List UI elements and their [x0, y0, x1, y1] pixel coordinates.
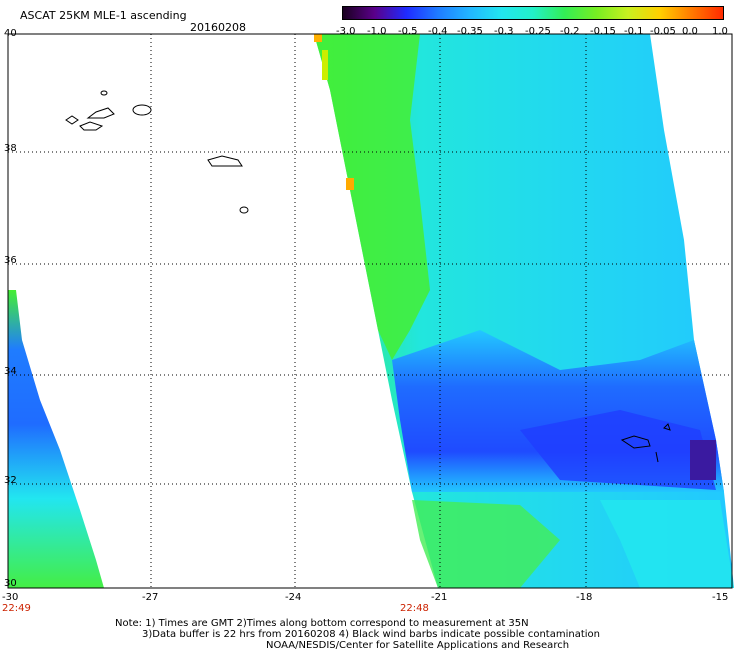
colorbar-label: -0.1: [624, 26, 644, 37]
map-date: 20160208: [190, 21, 246, 34]
colorbar-label: 1.0: [712, 26, 728, 37]
lat-label: 30: [4, 578, 17, 589]
lon-label: -24: [285, 592, 302, 603]
lon-label: -15: [712, 592, 729, 603]
lat-label: 36: [4, 255, 17, 266]
lon-label: -27: [142, 592, 159, 603]
plot-frame: [7, 33, 733, 589]
lon-label: -30: [2, 592, 19, 603]
swath-right: [314, 34, 734, 588]
colorbar-label: -0.25: [525, 26, 551, 37]
lat-label: 34: [4, 366, 17, 377]
lat-label: 38: [4, 143, 17, 154]
colorbar-label: -0.15: [590, 26, 616, 37]
note-line-1: Note: 1) Times are GMT 2)Times along bot…: [115, 618, 529, 629]
colorbar-label: -0.5: [398, 26, 418, 37]
map-title: ASCAT 25KM MLE-1 ascending: [20, 9, 187, 22]
time-label-left: 22:49: [2, 603, 31, 614]
color-scale-bar: [342, 6, 724, 20]
colorbar-label: -1.0: [367, 26, 387, 37]
lon-label: -18: [576, 592, 593, 603]
lat-label: 32: [4, 475, 17, 486]
colorbar-label: -0.2: [560, 26, 580, 37]
lat-lon-grid: [8, 34, 732, 588]
colorbar-label: -3.0: [336, 26, 356, 37]
lat-label: 40: [4, 28, 17, 39]
colorbar-label: -0.05: [650, 26, 676, 37]
colorbar-label: 0.0: [682, 26, 698, 37]
lon-label: -21: [431, 592, 448, 603]
swath-left: [8, 290, 104, 588]
colorbar-label: -0.4: [428, 26, 448, 37]
note-line-2: 3)Data buffer is 22 hrs from 20160208 4)…: [142, 629, 600, 640]
colorbar-label: -0.35: [457, 26, 483, 37]
note-line-3: NOAA/NESDIS/Center for Satellite Applica…: [266, 640, 570, 651]
colorbar-label: -0.3: [494, 26, 514, 37]
islands: [65, 90, 671, 463]
time-label-right: 22:48: [400, 603, 429, 614]
